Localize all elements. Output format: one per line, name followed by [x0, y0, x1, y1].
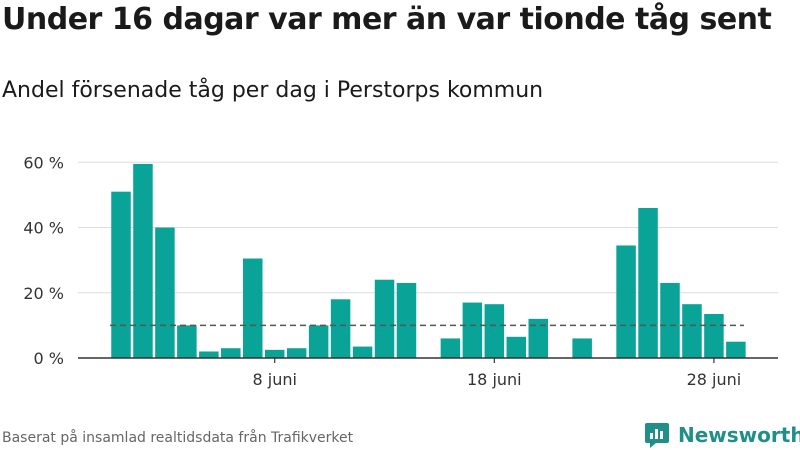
source-note: Baserat på insamlad realtidsdata från Tr… — [2, 430, 354, 446]
bar — [308, 325, 329, 358]
bar — [177, 325, 197, 358]
y-tick-label: 20 % — [23, 284, 64, 303]
bar — [264, 349, 285, 358]
bar — [199, 351, 219, 358]
y-tick-label: 0 % — [34, 349, 64, 368]
x-tick-label: 18 juni — [467, 370, 522, 389]
bar — [616, 245, 636, 358]
y-tick-label: 60 % — [23, 153, 64, 172]
bar — [286, 348, 307, 358]
bar-chart: 0 % 20 % 40 % 60 % 8 juni 18 juni 28 juni — [23, 153, 778, 389]
bar — [111, 191, 131, 358]
bar — [572, 338, 592, 358]
x-tick-label: 8 juni — [253, 370, 297, 389]
bar — [155, 227, 175, 358]
bar — [352, 346, 373, 358]
chart-subtitle: Andel försenade tåg per dag i Perstorps … — [2, 78, 544, 103]
bar — [726, 341, 746, 358]
newsworthy-logo-icon — [645, 423, 669, 448]
y-tick-label: 40 % — [23, 219, 64, 238]
bar — [528, 318, 548, 358]
bar — [374, 279, 395, 358]
bar — [506, 336, 527, 358]
bar — [704, 313, 724, 358]
bar — [330, 299, 351, 358]
brand-name: Newsworthy — [678, 423, 800, 447]
bar — [462, 302, 483, 358]
brand-logo: Newsworthy — [644, 420, 800, 450]
bar — [221, 348, 241, 358]
bar — [660, 282, 680, 358]
chart-title: Under 16 dagar var mer än var tionde tåg… — [2, 2, 772, 37]
bar — [396, 282, 417, 358]
bar — [133, 163, 153, 358]
bar — [243, 258, 263, 358]
bar — [484, 304, 505, 358]
x-tick-label: 28 juni — [687, 370, 742, 389]
bar — [682, 304, 702, 358]
bar — [638, 207, 658, 358]
bar — [440, 338, 461, 358]
